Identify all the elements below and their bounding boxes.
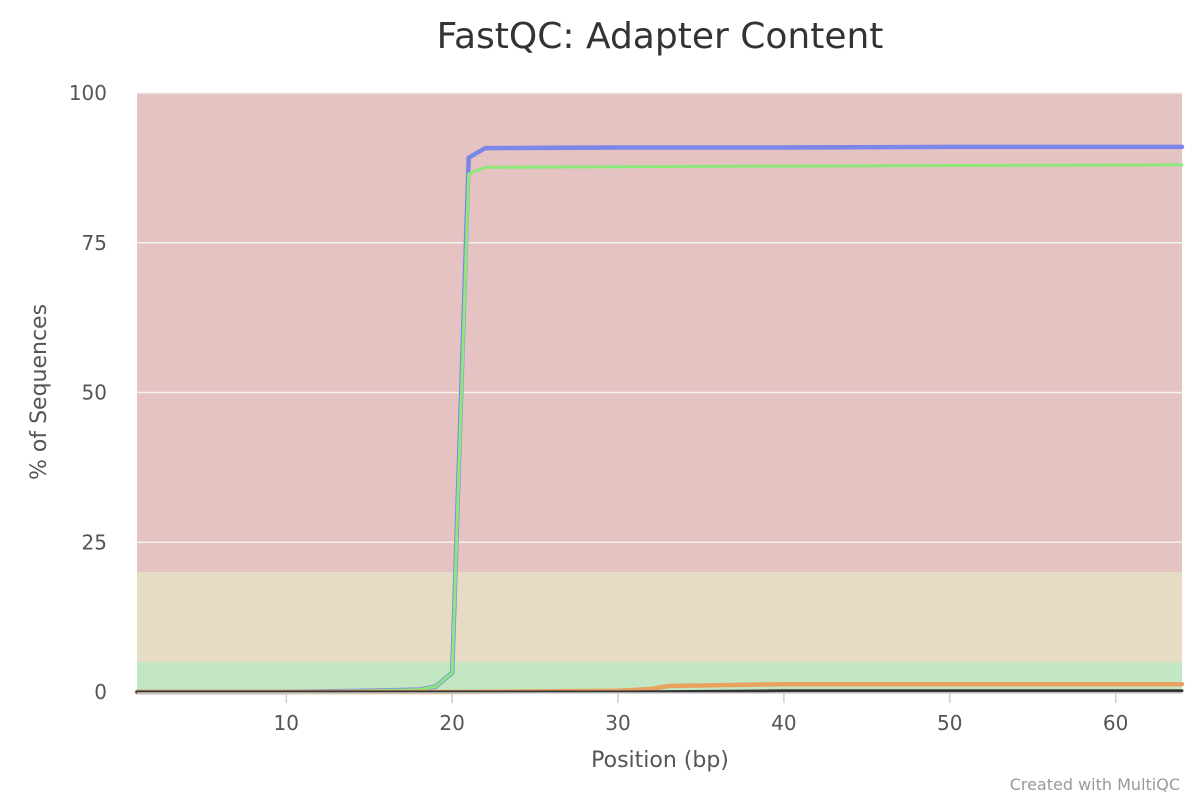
threshold-band-1 xyxy=(137,572,1182,663)
x-axis-label: Position (bp) xyxy=(591,748,729,773)
x-tick-label: 60 xyxy=(1103,711,1128,735)
y-axis-label: % of Sequences xyxy=(27,304,52,480)
y-tick-label: 75 xyxy=(82,231,107,255)
x-tick-label: 30 xyxy=(605,711,630,735)
chart-title: FastQC: Adapter Content xyxy=(437,16,884,57)
y-tick-label: 50 xyxy=(82,381,107,405)
x-tick-label: 10 xyxy=(274,711,299,735)
y-tick-label: 0 xyxy=(94,680,107,704)
series-lines xyxy=(134,144,1185,695)
series-line-3 xyxy=(135,689,1184,694)
x-tick-label: 50 xyxy=(937,711,962,735)
y-tick-labels: 0 25 50 75 100 xyxy=(69,81,107,704)
x-tick-label: 40 xyxy=(771,711,796,735)
threshold-bands xyxy=(137,93,1182,692)
gridlines xyxy=(137,92,1182,543)
y-tick-label: 25 xyxy=(82,530,107,554)
multiqc-credit: Created with MultiQC xyxy=(1010,775,1180,794)
y-tick-label: 100 xyxy=(69,81,107,105)
x-tick-labels: 10 20 30 40 50 60 xyxy=(274,693,1128,735)
x-tick-label: 20 xyxy=(439,711,464,735)
threshold-band-2 xyxy=(137,93,1182,573)
